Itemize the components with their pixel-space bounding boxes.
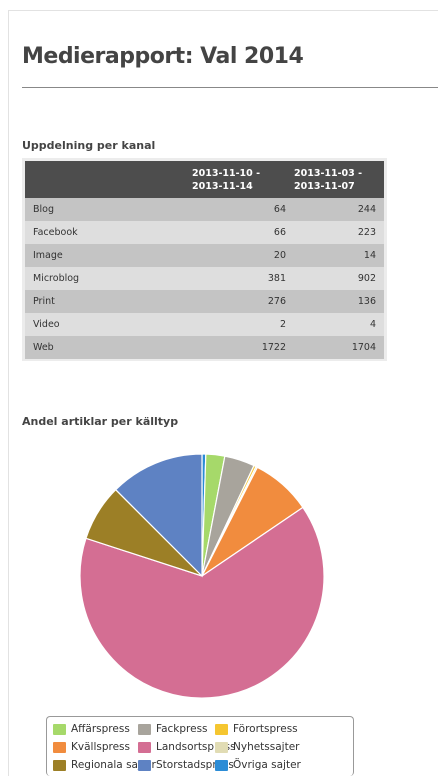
legend-label: Storstadspress [156, 759, 234, 771]
page-title: Medierapport: Val 2014 [22, 44, 304, 69]
table-header-period-2: 2013-11-03 -2013-11-07 [294, 161, 384, 198]
source-type-pie-chart [79, 453, 325, 699]
pie-slice-landsortspress [79, 506, 325, 699]
legend-label: Övriga sajter [233, 759, 301, 771]
channel-table-container: 2013-11-10 -2013-11-14 2013-11-03 -2013-… [22, 158, 387, 361]
period-2-end: 2013-11-07 [294, 180, 355, 192]
content-frame-top-border [8, 10, 438, 11]
legend-swatch [215, 759, 228, 771]
row-value-period-2: 136 [294, 290, 384, 313]
legend-item[interactable]: Fackpress [138, 722, 208, 736]
chart-heading: Andel artiklar per källtyp [22, 415, 179, 428]
legend-label: Affärspress [71, 723, 130, 735]
legend-swatch [138, 741, 151, 753]
period-2-start: 2013-11-03 - [294, 167, 363, 179]
legend-swatch [138, 723, 151, 735]
title-divider [22, 87, 438, 88]
row-value-period-1: 2 [192, 313, 294, 336]
legend-swatch [215, 741, 228, 753]
legend-item[interactable]: Storstadspress [138, 758, 234, 772]
row-label: Blog [25, 198, 192, 221]
row-label: Print [25, 290, 192, 313]
row-value-period-2: 902 [294, 267, 384, 290]
table-row: Video 2 4 [25, 313, 384, 336]
legend-swatch [138, 759, 151, 771]
table-row: Microblog 381 902 [25, 267, 384, 290]
pie-slice-storstadspress [114, 453, 203, 578]
row-label: Video [25, 313, 192, 336]
row-label: Web [25, 336, 192, 359]
legend-item[interactable]: Nyhetssajter [215, 740, 300, 754]
legend-swatch [53, 741, 66, 753]
legend-swatch [53, 723, 66, 735]
legend-label: Kvällspress [71, 741, 130, 753]
row-value-period-2: 223 [294, 221, 384, 244]
row-value-period-1: 1722 [192, 336, 294, 359]
legend-item[interactable]: Kvällspress [53, 740, 130, 754]
table-header-period-1: 2013-11-10 -2013-11-14 [192, 161, 294, 198]
row-value-period-1: 276 [192, 290, 294, 313]
table-row: Print 276 136 [25, 290, 384, 313]
table-header-row: 2013-11-10 -2013-11-14 2013-11-03 -2013-… [25, 161, 384, 198]
legend-item[interactable]: Regionala sajter [53, 758, 156, 772]
row-value-period-1: 20 [192, 244, 294, 267]
row-value-period-1: 64 [192, 198, 294, 221]
row-label: Image [25, 244, 192, 267]
legend-label: Regionala sajter [71, 759, 156, 771]
legend-item[interactable]: Förortspress [215, 722, 298, 736]
row-value-period-2: 1704 [294, 336, 384, 359]
legend-swatch [215, 723, 228, 735]
legend-label: Förortspress [233, 723, 298, 735]
row-value-period-2: 14 [294, 244, 384, 267]
legend-item[interactable]: Affärspress [53, 722, 130, 736]
content-frame-left-border [8, 10, 9, 776]
table-heading: Uppdelning per kanal [22, 139, 156, 152]
period-1-start: 2013-11-10 - [192, 167, 261, 179]
table-header-channel [25, 161, 192, 198]
legend-swatch [53, 759, 66, 771]
row-label: Microblog [25, 267, 192, 290]
chart-legend: Affärspress Fackpress Förortspress Kvällspr… [46, 716, 354, 776]
row-value-period-1: 381 [192, 267, 294, 290]
row-value-period-1: 66 [192, 221, 294, 244]
period-1-end: 2013-11-14 [192, 180, 253, 192]
table-row: Web 1722 1704 [25, 336, 384, 359]
table-row: Facebook 66 223 [25, 221, 384, 244]
legend-item[interactable]: Övriga sajter [215, 758, 301, 772]
row-value-period-2: 244 [294, 198, 384, 221]
channel-table: 2013-11-10 -2013-11-14 2013-11-03 -2013-… [25, 161, 384, 359]
legend-label: Fackpress [156, 723, 208, 735]
row-value-period-2: 4 [294, 313, 384, 336]
legend-label: Nyhetssajter [233, 741, 300, 753]
table-row: Blog 64 244 [25, 198, 384, 221]
row-label: Facebook [25, 221, 192, 244]
table-row: Image 20 14 [25, 244, 384, 267]
